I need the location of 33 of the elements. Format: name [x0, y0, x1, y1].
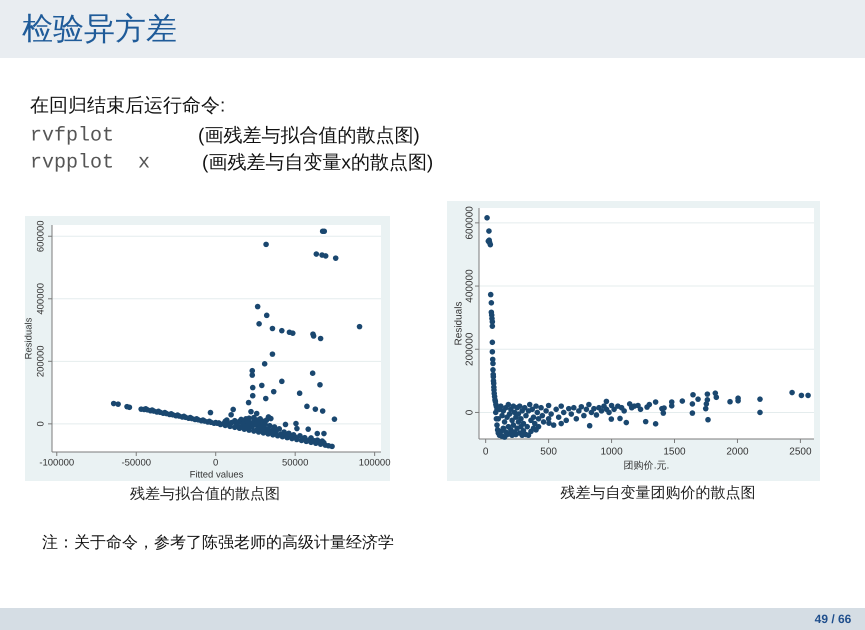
x-tick-label: -100000 — [39, 458, 74, 468]
text: 49 / 66 — [814, 612, 852, 626]
x-tick-label: 0 — [482, 446, 489, 458]
text: 在回归结束后运行命令: — [30, 96, 226, 116]
x-axis-title: 团购价.元. — [624, 460, 670, 472]
x-tick-label: 500 — [540, 446, 558, 458]
x-tick-label: 100000 — [358, 458, 390, 468]
x-tick-label: 50000 — [282, 458, 308, 468]
x-tick-label: -50000 — [121, 458, 152, 468]
y-tick-label: 0 — [464, 409, 476, 416]
y-axis-title: Residuals — [454, 302, 464, 346]
text: 注：关于命令，参考了陈强老师的高级计量经济学 — [42, 534, 394, 552]
y-tick-label: 200000 — [36, 345, 46, 378]
y-tick-label: 0 — [36, 421, 46, 427]
text: 残差与拟合值的散点图 — [130, 486, 280, 502]
y-tick-label: 400000 — [464, 268, 476, 303]
y-axis-title: Residuals — [24, 317, 34, 360]
y-tick-label: 600000 — [464, 206, 476, 240]
x-tick-label: 1000 — [600, 446, 624, 458]
y-tick-label: 200000 — [464, 332, 476, 366]
x-tick-label: 2000 — [726, 446, 750, 458]
y-tick-label: 400000 — [36, 282, 46, 315]
x-tick-label: 0 — [213, 458, 218, 468]
text: (画残差与自变量x的散点图) — [202, 152, 434, 174]
text: 残差与自变量团购价的散点图 — [560, 484, 756, 502]
text: rvpplot x — [30, 152, 150, 174]
text: rvfplot — [30, 124, 114, 148]
text: (画残差与拟合值的散点图) — [198, 126, 420, 146]
x-tick-label: 2500 — [789, 446, 812, 458]
text: 检验异方差 — [22, 11, 177, 47]
x-tick-label: 1500 — [663, 446, 686, 458]
y-tick-label: 600000 — [36, 220, 46, 252]
x-axis-title: Fitted values — [190, 470, 244, 480]
